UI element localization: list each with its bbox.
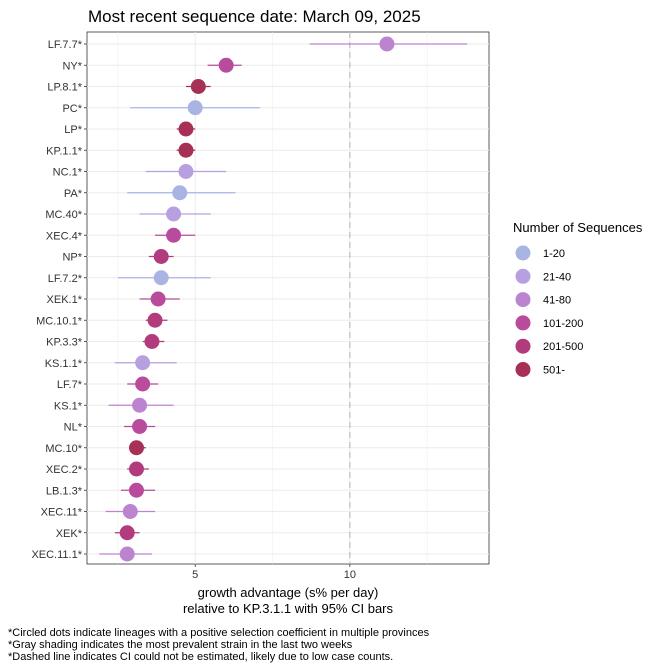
- data-point: [119, 546, 135, 562]
- y-axis-labels: LF.7.7* NY* LP.8.1* PC* LP* KP.1.1* NC.1* PA* MC…: [31, 39, 87, 561]
- legend-label: 1-20: [543, 248, 565, 260]
- x-tick-label: 5: [192, 569, 198, 581]
- y-tick-label: KP.3.3*: [46, 337, 83, 349]
- data-point: [218, 57, 234, 73]
- y-tick-label: KS.1*: [54, 400, 83, 412]
- y-tick-label: XEC.4*: [46, 230, 83, 242]
- data-point: [166, 227, 182, 243]
- y-tick-label: MC.40*: [45, 209, 82, 221]
- y-tick-label: XEC.11*: [41, 507, 83, 519]
- x-axis-label: growth advantage (s% per day): [198, 585, 379, 600]
- legend-swatch: [515, 338, 531, 354]
- legend-swatch: [515, 362, 531, 377]
- data-point: [147, 312, 163, 328]
- y-tick-label: MC.10*: [45, 443, 82, 455]
- y-tick-label: NY*: [62, 60, 82, 72]
- data-point: [178, 121, 194, 137]
- y-tick-label: LF.7.2*: [48, 273, 83, 285]
- data-point: [153, 249, 169, 264]
- y-tick-label: XEC.11.1*: [31, 549, 82, 561]
- data-point: [132, 419, 148, 434]
- y-tick-label: MC.10.1*: [36, 315, 83, 327]
- data-point: [119, 525, 135, 541]
- legend-swatch: [515, 268, 531, 284]
- data-point: [135, 376, 151, 392]
- legend-label: 201-500: [543, 341, 583, 353]
- data-point: [172, 185, 188, 201]
- data-point: [128, 440, 144, 456]
- y-tick-label: LF.7*: [57, 379, 83, 391]
- data-point: [379, 36, 395, 52]
- y-tick-label: LF.7.7*: [48, 39, 83, 51]
- data-point: [135, 355, 151, 371]
- data-point: [122, 504, 138, 519]
- data-point: [132, 397, 148, 413]
- y-tick-label: LB.1.3*: [46, 485, 83, 497]
- legend-label: 501-: [543, 365, 565, 377]
- legend-label: 101-200: [543, 318, 583, 330]
- data-point: [178, 164, 194, 179]
- footnote-3: *Dashed line indicates CI could not be e…: [8, 651, 393, 663]
- y-tick-label: LP*: [64, 124, 82, 136]
- y-tick-label: PA*: [64, 188, 83, 200]
- y-tick-label: NC.1*: [53, 167, 83, 179]
- plot-panel: [86, 31, 490, 565]
- y-tick-label: XEK.1*: [47, 294, 83, 306]
- y-tick-label: PC*: [62, 103, 82, 115]
- data-point: [150, 291, 166, 307]
- y-tick-label: KS.1.1*: [45, 358, 83, 370]
- legend-title: Number of Sequences: [513, 220, 643, 235]
- x-tick-label: 10: [344, 569, 356, 581]
- legend-swatch: [515, 245, 531, 261]
- y-tick-label: KP.1.1*: [46, 145, 83, 157]
- y-tick-label: LP.8.1*: [47, 82, 82, 94]
- legend-swatch: [515, 315, 531, 331]
- x-axis-ticks: 5 10: [192, 564, 356, 581]
- y-tick-label: XEK*: [56, 528, 83, 540]
- legend-swatch: [515, 292, 531, 308]
- data-point: [128, 461, 144, 477]
- footnote-2: *Gray shading indicates the most prevale…: [8, 639, 353, 651]
- data-point: [153, 270, 169, 286]
- data-marks: [99, 36, 468, 562]
- footnote-1: *Circled dots indicate lineages with a p…: [8, 627, 430, 639]
- data-point: [187, 100, 203, 116]
- y-tick-label: XEC.2*: [46, 464, 83, 476]
- y-tick-label: NL*: [64, 422, 83, 434]
- legend-label: 41-80: [543, 295, 571, 307]
- data-point: [166, 206, 182, 222]
- legend: Number of Sequences 1-20 21-40 41-80 101-20…: [513, 220, 643, 377]
- data-point: [144, 334, 160, 349]
- data-point: [128, 482, 144, 498]
- chart-title: Most recent sequence date: March 09, 202…: [88, 7, 421, 26]
- legend-label: 21-40: [543, 271, 571, 283]
- data-point: [178, 142, 194, 158]
- x-axis-label-sub: relative to KP.3.1.1 with 95% CI bars: [183, 601, 394, 616]
- data-point: [190, 79, 206, 94]
- y-tick-label: NP*: [62, 252, 82, 264]
